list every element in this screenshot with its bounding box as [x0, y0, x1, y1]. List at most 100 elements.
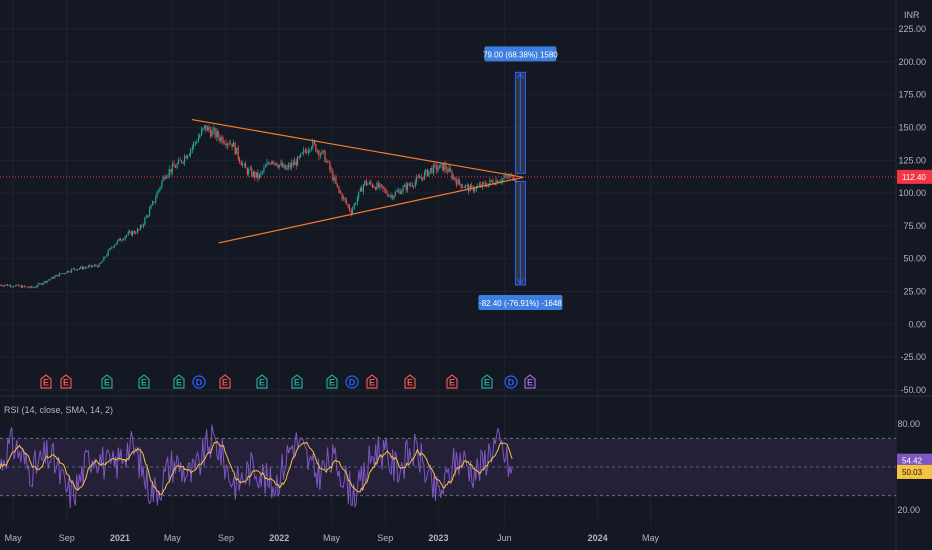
candle-body [159, 187, 161, 190]
candle-body [321, 150, 323, 154]
candle-body [454, 176, 456, 181]
candle-body [204, 125, 206, 128]
rsi-tick: 80.00 [897, 419, 920, 429]
candle-body [403, 184, 406, 187]
candle-body [365, 180, 368, 185]
candle-body [158, 189, 160, 193]
candle-body [171, 164, 173, 173]
candle-body [207, 126, 209, 131]
candle-body [80, 266, 82, 269]
candle-body [353, 203, 355, 209]
candle-body [67, 271, 70, 273]
candle-body [515, 180, 517, 181]
candle-body [315, 143, 317, 152]
event-dividend[interactable]: D [345, 375, 359, 389]
candle-body [199, 135, 201, 138]
candle-body [388, 195, 390, 197]
candle-body [338, 186, 340, 191]
candle-body [480, 184, 482, 187]
candle-body [95, 265, 97, 266]
candle-body [225, 143, 227, 146]
candle-body [257, 172, 259, 179]
candle-body [86, 267, 88, 269]
candle-body [350, 210, 352, 215]
event-earnings-beat[interactable]: E [291, 374, 303, 389]
candle-body [174, 166, 176, 168]
triangle-lower-line[interactable] [218, 176, 524, 244]
candle-body [449, 168, 451, 172]
candle-body [223, 143, 225, 144]
candle-body [359, 187, 361, 192]
event-dividend[interactable]: D [192, 375, 206, 389]
candle-body [292, 162, 294, 166]
candle-body [229, 143, 231, 145]
candle-body [507, 176, 509, 178]
event-earnings-beat[interactable]: E [173, 374, 185, 389]
event-earnings-miss[interactable]: E [446, 374, 458, 389]
event-earnings-miss[interactable]: E [60, 374, 72, 389]
candle-body [155, 197, 157, 203]
candle-body [348, 205, 351, 211]
event-earnings-miss[interactable]: E [404, 374, 416, 389]
event-earnings-beat[interactable]: E [101, 374, 113, 389]
event-earnings-beat[interactable]: E [481, 374, 493, 389]
time-axis[interactable]: May Sep 2021 May Sep 2022 May Sep 2023 Jun 2024 May [5, 533, 660, 543]
event-earnings-beat[interactable]: E [256, 374, 268, 389]
rsi-sma-tag [897, 464, 932, 479]
event-earnings-upcoming[interactable]: E [524, 374, 536, 389]
candle-body [231, 143, 233, 147]
candle-body [202, 127, 204, 130]
candle-body [194, 142, 197, 144]
time-tick: May [5, 533, 23, 543]
triangle-upper-line[interactable] [191, 118, 524, 178]
candle-body [69, 271, 71, 273]
event-earnings-beat[interactable]: E [138, 374, 150, 389]
candle-body [260, 172, 262, 174]
candle-body [471, 185, 473, 187]
projection-tools[interactable]: 79.00 (68.38%) 1580 -82.40 (-76.91%) -164… [478, 46, 563, 310]
candlestick-series [0, 124, 517, 289]
candle-body [336, 183, 338, 187]
candle-body [57, 274, 59, 277]
candle-body [141, 225, 143, 227]
candle-body [36, 286, 38, 288]
candle-body [54, 276, 56, 279]
candle-body [222, 137, 224, 144]
candle-body [14, 285, 16, 287]
candle-body [186, 155, 189, 159]
candle-body [164, 176, 166, 179]
candle-body [358, 191, 360, 199]
candle-body [251, 168, 253, 177]
candle-body [37, 283, 39, 287]
candle-body [55, 274, 57, 277]
candle-body [177, 159, 180, 164]
candle-body [396, 191, 398, 193]
event-dividend[interactable]: D [504, 375, 518, 389]
candle-body [94, 265, 96, 267]
candle-body [387, 193, 389, 197]
candle-body [49, 278, 51, 280]
candle-body [318, 150, 320, 156]
candle-body [489, 180, 491, 184]
price-axis[interactable]: 225.00 200.00 175.00 150.00 125.00 100.00 75.0… [898, 24, 926, 395]
candle-body [156, 192, 158, 198]
event-earnings-beat[interactable]: E [326, 374, 338, 389]
rsi-title: RSI (14, close, SMA, 14, 2) [4, 405, 113, 415]
up-projection-label: 79.00 (68.38%) 1580 [483, 50, 558, 59]
candle-body [40, 283, 42, 285]
candle-body [185, 155, 187, 159]
event-letter: E [222, 378, 228, 388]
candle-body [255, 172, 258, 178]
event-earnings-miss[interactable]: E [366, 374, 378, 389]
candle-body [385, 189, 387, 194]
event-letter: E [259, 378, 265, 388]
candle-body [150, 205, 152, 209]
candle-body [2, 285, 4, 287]
event-earnings-miss[interactable]: E [219, 374, 231, 389]
candle-body [317, 150, 319, 152]
candle-body [445, 164, 447, 170]
triangle-pattern[interactable] [191, 118, 524, 244]
event-earnings-miss[interactable]: E [40, 374, 52, 389]
